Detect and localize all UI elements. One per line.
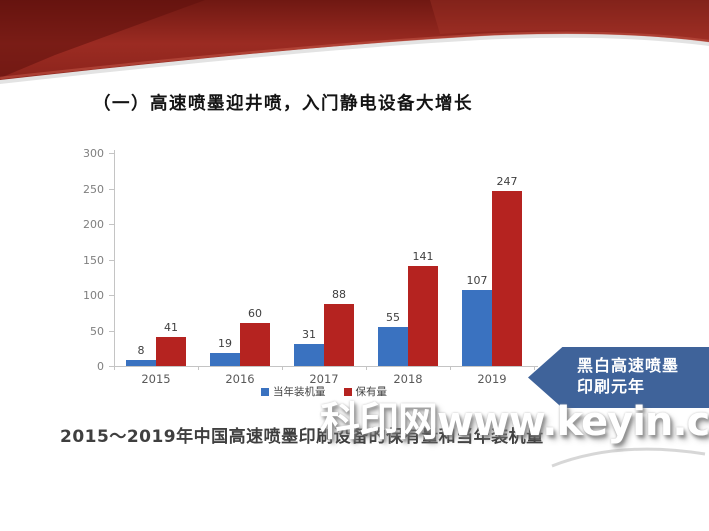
y-axis-tick <box>109 366 114 367</box>
y-axis-label: 150 <box>83 253 104 267</box>
y-axis-tick <box>109 188 114 190</box>
bar-value-label: 60 <box>248 307 262 320</box>
watermark: 科印网www.keyin.cn <box>320 399 709 445</box>
legend-item: 当年装机量 <box>261 384 326 399</box>
bar <box>240 323 270 366</box>
callout-text: 黑白高速喷墨 印刷元年 <box>528 347 709 397</box>
x-axis-label: 2018 <box>393 372 423 386</box>
bar-value-label: 41 <box>164 321 178 334</box>
bar <box>462 290 492 366</box>
y-axis-line <box>114 150 115 366</box>
bar-value-label: 55 <box>386 311 400 324</box>
swoosh-decoration <box>551 447 706 468</box>
x-axis-tick <box>282 366 283 370</box>
bar <box>294 344 324 366</box>
x-axis-label: 2017 <box>309 372 339 386</box>
x-axis-tick <box>198 366 199 370</box>
x-axis-tick <box>366 366 367 370</box>
legend-label: 保有量 <box>355 386 388 398</box>
bar <box>126 360 156 366</box>
bar <box>324 304 354 366</box>
y-axis-tick <box>109 224 114 225</box>
chart-caption: 2015～2019年中国高速喷墨印刷设备的保有量和当年装机量 <box>60 427 544 447</box>
x-axis-label: 2016 <box>225 372 255 386</box>
callout-line-2: 印刷元年 <box>577 377 646 396</box>
x-axis-tick <box>450 366 451 370</box>
bar <box>156 337 186 366</box>
bar-value-label: 141 <box>412 250 434 263</box>
legend-swatch <box>261 387 269 396</box>
y-axis-label: 300 <box>83 147 104 160</box>
bar <box>408 266 438 366</box>
legend-label: 当年装机量 <box>273 386 326 398</box>
bar <box>210 353 240 366</box>
x-axis-tick <box>534 366 535 370</box>
y-axis-label: 50 <box>90 324 104 338</box>
bar-value-label: 247 <box>496 175 518 188</box>
callout-badge: 黑白高速喷墨 印刷元年 <box>528 347 709 408</box>
legend-swatch <box>343 387 352 396</box>
y-axis-tick <box>109 259 114 261</box>
y-axis-label: 200 <box>83 218 104 231</box>
page-title: （一）高速喷墨迎井喷，入门静电设备大增长 <box>93 94 473 114</box>
bar <box>378 327 408 366</box>
bar-value-label: 19 <box>218 337 232 350</box>
callout-line-1: 黑白高速喷墨 <box>577 356 680 375</box>
y-axis-tick <box>109 330 114 332</box>
ribbon-banner-decoration <box>0 0 709 84</box>
y-axis-tick <box>109 295 114 296</box>
x-axis-tick <box>114 366 115 370</box>
y-axis-label: 250 <box>83 182 104 196</box>
x-axis-label: 2019 <box>477 372 507 386</box>
x-axis-line <box>110 366 538 367</box>
bar-value-label: 8 <box>137 344 145 357</box>
y-axis-tick <box>109 153 114 154</box>
bar-value-label: 88 <box>332 288 346 301</box>
x-axis-label: 2015 <box>141 372 171 386</box>
bar-value-label: 31 <box>302 328 316 341</box>
bar <box>492 191 522 366</box>
y-axis-label: 0 <box>97 360 104 373</box>
legend-item: 保有量 <box>343 384 388 399</box>
bar-value-label: 107 <box>466 274 488 287</box>
chart-legend: 当年装机量 保有量 <box>114 384 534 399</box>
y-axis-label: 100 <box>83 289 104 302</box>
